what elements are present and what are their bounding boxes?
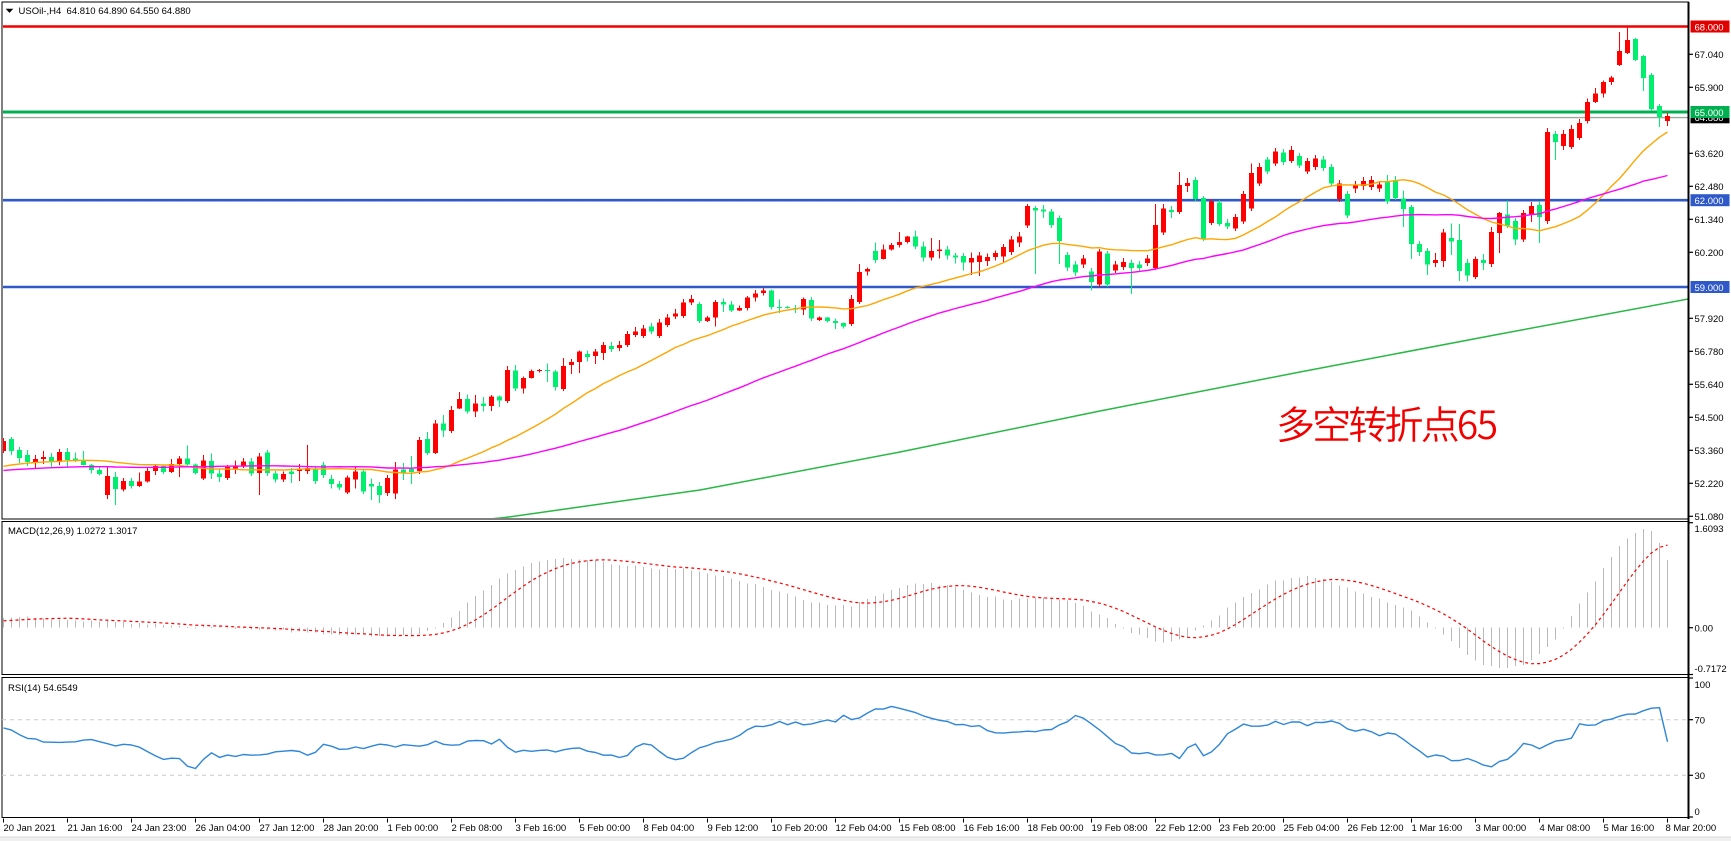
svg-text:9 Feb 12:00: 9 Feb 12:00: [708, 823, 759, 834]
svg-text:5 Feb 00:00: 5 Feb 00:00: [580, 823, 631, 834]
svg-text:16 Feb 16:00: 16 Feb 16:00: [964, 823, 1020, 834]
svg-text:60.200: 60.200: [1695, 248, 1724, 259]
svg-text:24 Jan 23:00: 24 Jan 23:00: [132, 823, 187, 834]
svg-text:8 Feb 04:00: 8 Feb 04:00: [644, 823, 695, 834]
svg-text:1.6093: 1.6093: [1695, 524, 1724, 535]
svg-text:56.780: 56.780: [1695, 347, 1724, 358]
svg-text:3 Mar 00:00: 3 Mar 00:00: [1476, 823, 1527, 834]
svg-text:18 Feb 00:00: 18 Feb 00:00: [1028, 823, 1084, 834]
svg-text:65.000: 65.000: [1695, 108, 1724, 119]
svg-text:27 Jan 12:00: 27 Jan 12:00: [260, 823, 315, 834]
svg-text:USOil-,H4 64.810 64.890 64.55: USOil-,H4 64.810 64.890 64.550 64.880: [19, 6, 191, 17]
svg-text:8 Mar 20:00: 8 Mar 20:00: [1666, 823, 1717, 834]
svg-text:65.900: 65.900: [1695, 83, 1724, 94]
svg-text:62.480: 62.480: [1695, 182, 1724, 193]
svg-text:52.220: 52.220: [1695, 479, 1724, 490]
svg-text:4 Mar 08:00: 4 Mar 08:00: [1540, 823, 1591, 834]
svg-text:15 Feb 08:00: 15 Feb 08:00: [900, 823, 956, 834]
svg-text:63.620: 63.620: [1695, 149, 1724, 160]
svg-text:70: 70: [1695, 716, 1706, 727]
svg-text:22 Feb 12:00: 22 Feb 12:00: [1156, 823, 1212, 834]
svg-text:61.340: 61.340: [1695, 215, 1724, 226]
svg-text:10 Feb 20:00: 10 Feb 20:00: [772, 823, 828, 834]
svg-text:54.500: 54.500: [1695, 413, 1724, 424]
svg-text:RSI(14) 54.6549: RSI(14) 54.6549: [8, 683, 78, 694]
svg-text:62.000: 62.000: [1695, 196, 1724, 207]
svg-text:20 Jan 2021: 20 Jan 2021: [4, 823, 56, 834]
svg-text:23 Feb 20:00: 23 Feb 20:00: [1220, 823, 1276, 834]
svg-text:67.040: 67.040: [1695, 50, 1724, 61]
svg-text:0.00: 0.00: [1695, 624, 1714, 635]
svg-text:2 Feb 08:00: 2 Feb 08:00: [452, 823, 503, 834]
svg-text:28 Jan 20:00: 28 Jan 20:00: [324, 823, 379, 834]
svg-text:64.880: 64.880: [1695, 113, 1724, 124]
svg-text:0: 0: [1695, 807, 1700, 818]
svg-text:26 Feb 12:00: 26 Feb 12:00: [1348, 823, 1404, 834]
svg-text:1 Mar 16:00: 1 Mar 16:00: [1412, 823, 1463, 834]
svg-text:25 Feb 04:00: 25 Feb 04:00: [1284, 823, 1340, 834]
svg-text:12 Feb 04:00: 12 Feb 04:00: [836, 823, 892, 834]
svg-text:55.640: 55.640: [1695, 380, 1724, 391]
svg-text:30: 30: [1695, 771, 1706, 782]
svg-text:100: 100: [1695, 680, 1711, 691]
svg-text:-0.7172: -0.7172: [1695, 664, 1727, 675]
svg-text:68.000: 68.000: [1695, 22, 1724, 33]
svg-text:19 Feb 08:00: 19 Feb 08:00: [1092, 823, 1148, 834]
svg-text:MACD(12,26,9) 1.0272 1.3017: MACD(12,26,9) 1.0272 1.3017: [8, 526, 137, 537]
svg-text:5 Mar 16:00: 5 Mar 16:00: [1604, 823, 1655, 834]
svg-text:1 Feb 00:00: 1 Feb 00:00: [388, 823, 439, 834]
svg-text:53.360: 53.360: [1695, 446, 1724, 457]
svg-text:21 Jan 16:00: 21 Jan 16:00: [68, 823, 123, 834]
svg-text:57.920: 57.920: [1695, 314, 1724, 325]
svg-text:26 Jan 04:00: 26 Jan 04:00: [196, 823, 251, 834]
svg-text:3 Feb 16:00: 3 Feb 16:00: [516, 823, 567, 834]
svg-text:51.080: 51.080: [1695, 512, 1724, 523]
svg-text:59.000: 59.000: [1695, 283, 1724, 294]
